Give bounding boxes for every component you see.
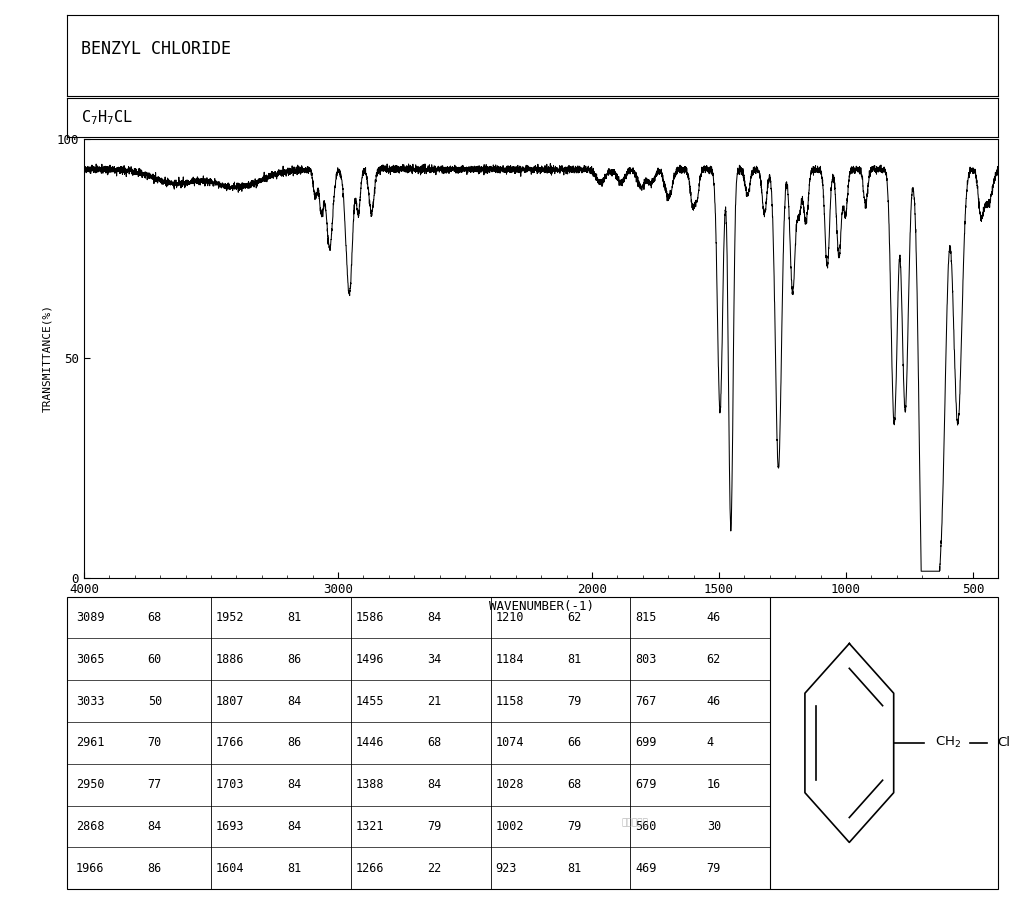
Text: 3033: 3033 (76, 695, 104, 707)
Text: 469: 469 (635, 862, 656, 875)
Text: Cl: Cl (997, 736, 1010, 750)
Text: 84: 84 (288, 820, 302, 833)
Text: 1886: 1886 (216, 652, 244, 666)
Text: 1184: 1184 (496, 652, 523, 666)
Text: 81: 81 (288, 611, 302, 624)
Text: 1966: 1966 (76, 862, 104, 875)
Text: 3065: 3065 (76, 652, 104, 666)
Text: 86: 86 (288, 736, 302, 750)
Text: 81: 81 (567, 652, 582, 666)
Text: 79: 79 (707, 862, 721, 875)
Text: 84: 84 (427, 778, 441, 791)
Text: 62: 62 (567, 611, 582, 624)
Text: 1074: 1074 (496, 736, 523, 750)
Text: 1496: 1496 (355, 652, 384, 666)
Text: 46: 46 (707, 611, 721, 624)
Text: 4: 4 (707, 736, 714, 750)
Text: 81: 81 (567, 862, 582, 875)
Text: 923: 923 (496, 862, 516, 875)
Text: 68: 68 (427, 736, 441, 750)
Text: 86: 86 (288, 652, 302, 666)
Text: 1028: 1028 (496, 778, 523, 791)
Text: 34: 34 (427, 652, 441, 666)
Text: 81: 81 (288, 862, 302, 875)
Text: 1210: 1210 (496, 611, 523, 624)
Text: 79: 79 (427, 820, 441, 833)
Text: 66: 66 (567, 736, 582, 750)
Text: 黑龙化工网: 黑龙化工网 (621, 818, 648, 827)
Text: 1321: 1321 (355, 820, 384, 833)
Y-axis label: TRANSMITTANCE(%): TRANSMITTANCE(%) (42, 304, 52, 412)
Text: 2868: 2868 (76, 820, 104, 833)
Text: 79: 79 (567, 820, 582, 833)
Text: 1446: 1446 (355, 736, 384, 750)
Text: 70: 70 (147, 736, 162, 750)
Text: 2950: 2950 (76, 778, 104, 791)
Text: 84: 84 (147, 820, 162, 833)
Text: 1604: 1604 (216, 862, 244, 875)
Text: 1952: 1952 (216, 611, 244, 624)
Text: 60: 60 (147, 652, 162, 666)
Text: 1158: 1158 (496, 695, 523, 707)
Text: 3089: 3089 (76, 611, 104, 624)
Text: $\mathregular{CH_2}$: $\mathregular{CH_2}$ (935, 735, 961, 751)
Text: 30: 30 (707, 820, 721, 833)
Text: 1703: 1703 (216, 778, 244, 791)
Text: 1002: 1002 (496, 820, 523, 833)
Text: 68: 68 (147, 611, 162, 624)
Text: 815: 815 (635, 611, 656, 624)
Text: 22: 22 (427, 862, 441, 875)
Text: 46: 46 (707, 695, 721, 707)
Text: 803: 803 (635, 652, 656, 666)
Text: 86: 86 (147, 862, 162, 875)
Text: BENZYL CHLORIDE: BENZYL CHLORIDE (81, 40, 230, 58)
Text: 1455: 1455 (355, 695, 384, 707)
Text: 21: 21 (427, 695, 441, 707)
Text: 84: 84 (427, 611, 441, 624)
Text: 84: 84 (288, 695, 302, 707)
Text: 560: 560 (635, 820, 656, 833)
Text: 1388: 1388 (355, 778, 384, 791)
Text: 2961: 2961 (76, 736, 104, 750)
X-axis label: WAVENUMBER(-1): WAVENUMBER(-1) (488, 599, 594, 613)
Text: 62: 62 (707, 652, 721, 666)
Text: 679: 679 (635, 778, 656, 791)
Text: 699: 699 (635, 736, 656, 750)
Text: 767: 767 (635, 695, 656, 707)
Text: 1693: 1693 (216, 820, 244, 833)
Text: 68: 68 (567, 778, 582, 791)
Text: 16: 16 (707, 778, 721, 791)
Text: 50: 50 (147, 695, 162, 707)
Text: 1586: 1586 (355, 611, 384, 624)
Text: 1807: 1807 (216, 695, 244, 707)
Text: 79: 79 (567, 695, 582, 707)
Text: 1766: 1766 (216, 736, 244, 750)
Text: 84: 84 (288, 778, 302, 791)
Text: $\mathregular{C_7H_7CL}$: $\mathregular{C_7H_7CL}$ (81, 108, 132, 127)
Text: 1266: 1266 (355, 862, 384, 875)
Text: 77: 77 (147, 778, 162, 791)
